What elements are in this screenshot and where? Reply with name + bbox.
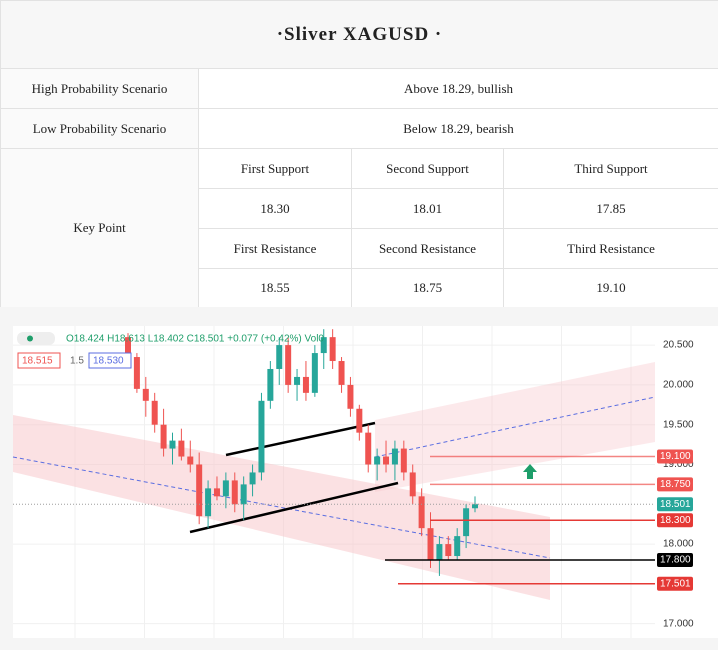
candle-body [143, 389, 149, 401]
resistance-value: 19.10 [504, 269, 718, 308]
candle-body [365, 433, 371, 465]
resistance-header: First Resistance [199, 229, 352, 269]
candle-body [347, 385, 353, 409]
ask-price: 18.530 [93, 356, 124, 367]
spread: 1.5 [70, 356, 84, 367]
bid-price: 18.515 [22, 356, 53, 367]
candle-body [401, 449, 407, 473]
resistance-header: Third Resistance [504, 229, 718, 269]
candle-body [187, 457, 193, 465]
row-label: High Probability Scenario [1, 69, 199, 109]
candle-body [410, 472, 416, 496]
candle-body [258, 401, 264, 473]
chart-container: O18.424 H18.613 L18.402 C18.501 +0.077 (… [0, 307, 718, 650]
row-value: Below 18.29, bearish [199, 109, 718, 149]
candle-body [241, 484, 247, 504]
y-tick-label: 17.000 [663, 618, 694, 629]
candle-body [232, 480, 238, 504]
support-header: First Support [199, 149, 352, 189]
analysis-table: ·Sliver XAGUSD · High Probability Scenar… [0, 0, 718, 308]
candle-body [303, 377, 309, 393]
indicator-toggle[interactable] [17, 332, 55, 345]
candle-body [196, 464, 202, 516]
support-header: Third Support [504, 149, 718, 189]
candle-body [169, 441, 175, 449]
support-header: Second Support [352, 149, 504, 189]
y-tick-label: 20.500 [663, 340, 694, 351]
candle-body [392, 449, 398, 465]
candle-body [428, 528, 434, 560]
resistance-value: 18.75 [352, 269, 504, 308]
support-value: 18.01 [352, 189, 504, 229]
row-label: Key Point [1, 149, 199, 308]
candle-body [161, 425, 167, 449]
candle-body [178, 441, 184, 457]
candle-body [419, 496, 425, 528]
price-label: 18.750 [660, 479, 691, 490]
candle-body [134, 357, 140, 389]
row-value: Above 18.29, bullish [199, 69, 718, 109]
candle-body [276, 345, 282, 369]
chart: O18.424 H18.613 L18.402 C18.501 +0.077 (… [0, 307, 718, 650]
candle-body [312, 353, 318, 393]
candle-body [285, 345, 291, 385]
price-label: 18.501 [660, 499, 691, 510]
candle-body [383, 457, 389, 465]
candle-body [445, 544, 451, 556]
resistance-value: 18.55 [199, 269, 352, 308]
y-tick-label: 20.000 [663, 380, 694, 391]
ohlc-legend: O18.424 H18.613 L18.402 C18.501 +0.077 (… [66, 334, 324, 345]
title: ·Sliver XAGUSD · [1, 1, 718, 69]
candle-body [214, 488, 220, 496]
indicator-dot [27, 336, 33, 342]
candle-body [223, 480, 229, 496]
candle-body [152, 401, 158, 425]
price-label: 17.800 [660, 555, 691, 566]
candle-body [374, 457, 380, 465]
price-label: 19.100 [660, 451, 691, 462]
y-tick-label: 18.000 [663, 539, 694, 550]
candle-body [454, 536, 460, 556]
candle-body [250, 472, 256, 484]
candle-body [356, 409, 362, 433]
candle-body [436, 544, 442, 560]
candle-body [294, 377, 300, 385]
candle-body [472, 504, 478, 508]
support-value: 17.85 [504, 189, 718, 229]
y-tick-label: 19.500 [663, 419, 694, 430]
candle-body [463, 508, 469, 536]
candle-body [205, 488, 211, 516]
row-label: Low Probability Scenario [1, 109, 199, 149]
price-label: 18.300 [660, 515, 691, 526]
resistance-header: Second Resistance [352, 229, 504, 269]
candle-body [330, 337, 336, 361]
candle-body [339, 361, 345, 385]
support-value: 18.30 [199, 189, 352, 229]
price-label: 17.501 [660, 578, 691, 589]
candle-body [267, 369, 273, 401]
